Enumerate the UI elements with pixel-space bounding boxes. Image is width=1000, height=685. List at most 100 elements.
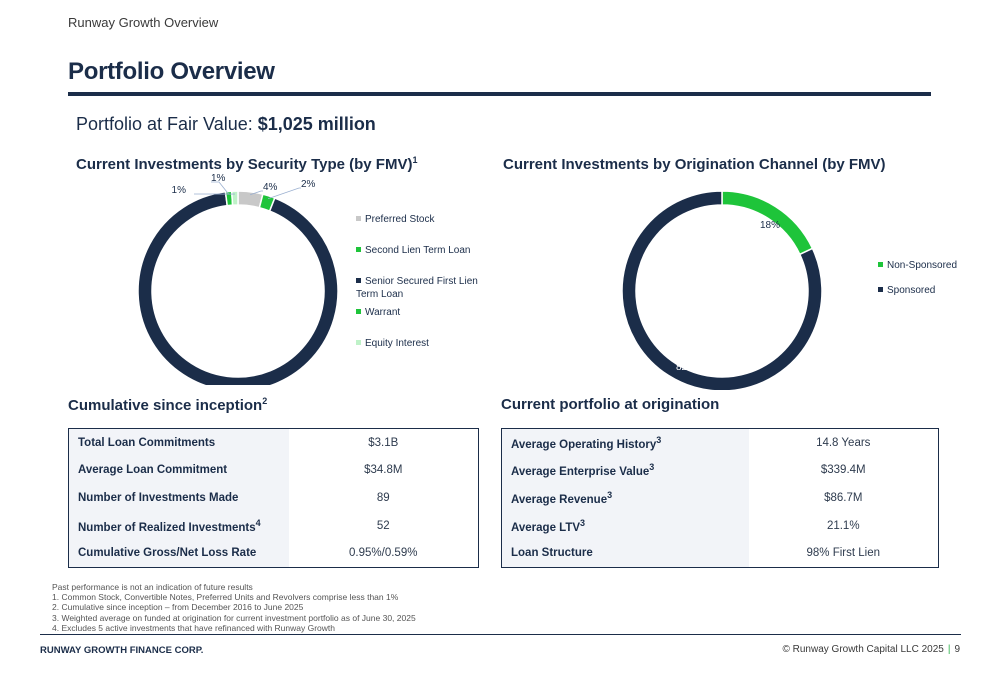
legend-label: Sponsored bbox=[887, 285, 936, 296]
cumulative-table: Total Loan Commitments $3.1B Average Loan … bbox=[68, 428, 479, 568]
footnote-marker: 3 bbox=[607, 490, 613, 501]
row-value: 98% First Lien bbox=[806, 547, 880, 560]
legend-item: Senior Secured First Lien Term Loan bbox=[356, 275, 484, 301]
origination-channel-donut-chart: 18% 82% bbox=[621, 190, 823, 390]
row-label: Number of Investments Made bbox=[68, 484, 289, 512]
row-label: Loan Structure bbox=[501, 539, 749, 568]
chart-1-title: Current Investments by Security Type (by… bbox=[76, 155, 417, 173]
legend-item: Equity Interest bbox=[356, 337, 484, 350]
row-label: Total Loan Commitments bbox=[68, 428, 289, 457]
row-label-text: Cumulative Gross/Net Loss Rate bbox=[78, 547, 257, 560]
cumulative-title-text: Cumulative since inception bbox=[68, 397, 263, 414]
row-value: 89 bbox=[376, 491, 390, 504]
data-label: 82% bbox=[676, 362, 696, 373]
footer-separator: | bbox=[947, 644, 951, 655]
footnote-line: 1. Common Stock, Convertible Notes, Pref… bbox=[52, 592, 399, 603]
page-number: 9 bbox=[954, 644, 960, 655]
legend-swatch bbox=[878, 261, 883, 267]
page-title: Portfolio Overview bbox=[68, 58, 275, 85]
row-label: Number of Realized Investments4 bbox=[68, 511, 289, 540]
footnote-line: 2. Cumulative since inception – from Dec… bbox=[52, 602, 304, 613]
row-label-text: Average Loan Commitment bbox=[78, 464, 228, 477]
footnote-line: Past performance is not an indication of… bbox=[52, 582, 253, 592]
table-row: Number of Realized Investments4 52 bbox=[68, 511, 479, 540]
row-label-text: Average Revenue bbox=[511, 493, 608, 506]
data-label: 1% bbox=[172, 185, 187, 196]
legend-swatch bbox=[356, 339, 361, 345]
row-value: $3.1B bbox=[368, 436, 399, 449]
slice-preferred-stock bbox=[237, 190, 264, 209]
legend-label: Second Lien Term Loan bbox=[365, 245, 471, 256]
row-label: Average Operating History3 bbox=[501, 428, 749, 457]
chart-2-legend: Non-Sponsored Sponsored bbox=[878, 260, 978, 300]
row-value: 52 bbox=[376, 519, 390, 532]
legend-swatch bbox=[878, 286, 883, 292]
leader-line bbox=[267, 187, 301, 200]
legend-label: Warrant bbox=[365, 307, 401, 318]
data-label: 2% bbox=[301, 179, 316, 190]
row-label: Average Loan Commitment bbox=[68, 456, 289, 485]
row-label-text: Average Enterprise Value bbox=[511, 466, 650, 479]
legend-label: Equity Interest bbox=[365, 338, 429, 349]
fair-value: Portfolio at Fair Value: $1,025 million bbox=[76, 114, 376, 135]
row-value: 0.95%/0.59% bbox=[349, 547, 418, 560]
footer-divider bbox=[40, 634, 961, 635]
legend-item: Preferred Stock bbox=[356, 213, 484, 226]
legend-item: Second Lien Term Loan bbox=[356, 244, 484, 257]
legend-swatch bbox=[356, 308, 361, 314]
leader-line bbox=[250, 190, 263, 196]
row-value: $339.4M bbox=[820, 464, 866, 477]
slice-senior-secured-first-lien-term-loan bbox=[137, 190, 339, 385]
footnote-line: 3. Weighted average on funded at origina… bbox=[52, 612, 416, 623]
title-divider bbox=[68, 92, 931, 96]
table-row: Cumulative Gross/Net Loss Rate 0.95%/0.59… bbox=[68, 539, 479, 568]
legend-item: Sponsored bbox=[878, 285, 935, 296]
row-label: Average Enterprise Value3 bbox=[501, 456, 749, 485]
legend-item: Non-Sponsored bbox=[878, 260, 957, 271]
footer-copyright: © Runway Growth Capital LLC 2025 bbox=[782, 644, 944, 655]
origination-title: Current portfolio at origination bbox=[501, 396, 720, 413]
origination-table: Average Operating History3 14.8 Years Aver… bbox=[501, 428, 939, 568]
fair-value-label: Portfolio at Fair Value: bbox=[76, 114, 258, 134]
row-label-text: Total Loan Commitments bbox=[78, 436, 216, 449]
row-label: Cumulative Gross/Net Loss Rate bbox=[68, 539, 289, 568]
legend-item: Warrant bbox=[356, 306, 484, 319]
table-row: Average Loan Commitment $34.8M bbox=[68, 456, 479, 485]
chart-1-title-sup: 1 bbox=[412, 155, 418, 165]
row-value: 21.1% bbox=[826, 519, 860, 532]
legend-label: Preferred Stock bbox=[365, 214, 435, 225]
slice-sponsored bbox=[621, 190, 823, 390]
slice-equity-interest bbox=[230, 190, 239, 206]
table-row: Total Loan Commitments $3.1B bbox=[68, 428, 479, 457]
table-row: Average LTV3 21.1% bbox=[501, 511, 939, 540]
data-label: 92% bbox=[228, 365, 248, 376]
leader-line bbox=[211, 181, 230, 195]
footer-right: © Runway Growth Capital LLC 2025 | 9 bbox=[782, 644, 960, 655]
security-type-donut-chart: 4% 2% 92% 1% 1% bbox=[137, 173, 339, 385]
chart-2-title: Current Investments by Origination Chann… bbox=[503, 156, 886, 173]
row-label: Average LTV3 bbox=[501, 511, 749, 540]
footnote-marker: 3 bbox=[649, 462, 655, 473]
row-label-text: Average LTV bbox=[511, 521, 581, 534]
row-value: 14.8 Years bbox=[816, 436, 871, 449]
cumulative-title-sup: 2 bbox=[262, 396, 268, 406]
footnote-marker: 3 bbox=[656, 434, 662, 445]
footnotes: Past performance is not an indication of… bbox=[52, 582, 416, 633]
chart-1-title-text: Current Investments by Security Type (by… bbox=[76, 156, 413, 173]
row-label: Average Revenue3 bbox=[501, 484, 749, 512]
footnote-marker: 4 bbox=[255, 517, 261, 528]
table-row: Average Enterprise Value3 $339.4M bbox=[501, 456, 939, 485]
data-label: 18% bbox=[760, 220, 780, 231]
row-label-text: Number of Realized Investments bbox=[78, 521, 256, 534]
legend-label: Senior Secured First Lien Term Loan bbox=[356, 276, 478, 300]
fair-value-amount: $1,025 million bbox=[257, 114, 376, 134]
table-row: Number of Investments Made 89 bbox=[68, 484, 479, 512]
row-value: $34.8M bbox=[364, 464, 403, 477]
cumulative-title: Cumulative since inception2 bbox=[68, 396, 267, 414]
row-label-text: Loan Structure bbox=[511, 547, 593, 560]
footnote-line: 4. Excludes 5 active investments that ha… bbox=[52, 622, 336, 633]
chart-1-legend: Preferred Stock Second Lien Term Loan Seni… bbox=[356, 213, 506, 358]
table-row: Average Operating History3 14.8 Years bbox=[501, 428, 939, 457]
legend-label: Non-Sponsored bbox=[887, 260, 958, 271]
footnote-marker: 3 bbox=[580, 517, 586, 528]
